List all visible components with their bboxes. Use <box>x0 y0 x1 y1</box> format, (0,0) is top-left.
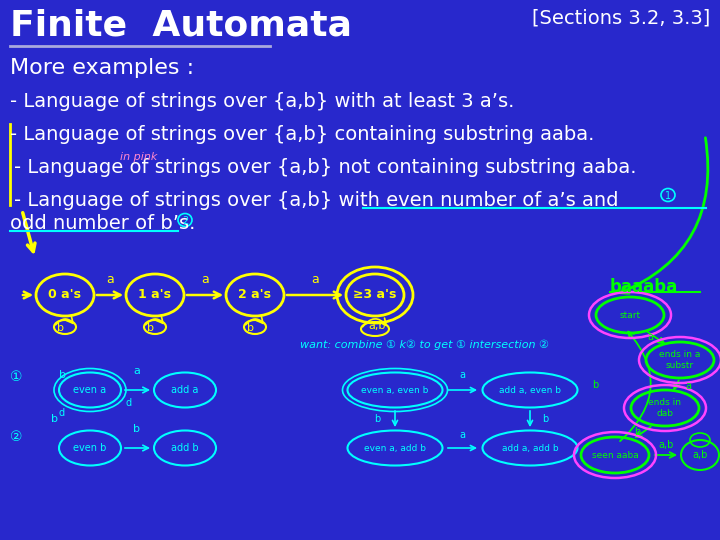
Text: a: a <box>311 273 319 286</box>
Text: b: b <box>634 427 640 437</box>
Text: a: a <box>459 370 465 380</box>
Text: 2 a's: 2 a's <box>238 288 271 301</box>
Text: Finite  Automata: Finite Automata <box>10 8 352 42</box>
Text: b: b <box>58 370 66 380</box>
Text: ②: ② <box>10 430 22 444</box>
Text: add a: add a <box>171 385 199 395</box>
Text: want: combine ① k② to get ① intersection ②: want: combine ① k② to get ① intersection… <box>300 340 549 350</box>
Text: ends in
dab: ends in dab <box>649 399 682 418</box>
Text: a: a <box>647 332 653 342</box>
Text: add a, even b: add a, even b <box>499 386 561 395</box>
Text: - Language of strings over {a,b} containing substring aaba.: - Language of strings over {a,b} contain… <box>10 125 595 144</box>
Text: b: b <box>592 380 598 390</box>
Text: b: b <box>374 414 380 424</box>
Text: b: b <box>50 414 58 424</box>
Text: b: b <box>58 323 65 333</box>
Text: a: a <box>685 381 691 391</box>
Text: b: b <box>148 323 155 333</box>
Text: a,b: a,b <box>369 321 386 331</box>
Text: even a: even a <box>73 385 107 395</box>
Text: ①: ① <box>10 370 22 384</box>
Text: - Language of strings over {a,b} with even number of a’s and: - Language of strings over {a,b} with ev… <box>14 191 618 210</box>
Text: a: a <box>459 430 465 440</box>
Text: b: b <box>133 424 140 434</box>
Text: More examples :: More examples : <box>10 58 194 78</box>
Text: ends in a
substr: ends in a substr <box>660 350 701 370</box>
Text: - Language of strings over {a,b} not containing substring aaba.: - Language of strings over {a,b} not con… <box>14 158 636 177</box>
Text: add a, add b: add a, add b <box>502 443 558 453</box>
Text: 1 a's: 1 a's <box>138 288 171 301</box>
Text: odd number of b’s.: odd number of b’s. <box>10 214 195 233</box>
Text: [Sections 3.2, 3.3]: [Sections 3.2, 3.3] <box>532 8 710 27</box>
Text: even a, add b: even a, add b <box>364 443 426 453</box>
Text: even b: even b <box>73 443 107 453</box>
Text: baaaba: baaaba <box>610 278 678 296</box>
Text: add b: add b <box>171 443 199 453</box>
Text: a: a <box>106 273 114 286</box>
Text: a,b: a,b <box>693 450 708 460</box>
Text: - Language of strings over {a,b} with at least 3 a’s.: - Language of strings over {a,b} with at… <box>10 92 514 111</box>
Text: d: d <box>59 408 65 418</box>
Text: a: a <box>134 366 140 376</box>
Text: start: start <box>619 310 641 320</box>
Text: 1: 1 <box>665 191 671 201</box>
Text: d: d <box>126 398 132 408</box>
Text: a: a <box>201 273 209 286</box>
Text: b: b <box>542 414 548 424</box>
Text: ≥3 a's: ≥3 a's <box>354 288 397 301</box>
Text: a,b: a,b <box>658 440 674 450</box>
Text: in pink: in pink <box>120 152 158 162</box>
Text: seen aaba: seen aaba <box>592 450 639 460</box>
Text: 0 a's: 0 a's <box>48 288 81 301</box>
Text: b: b <box>248 323 254 333</box>
Text: 2: 2 <box>182 216 188 226</box>
Text: even a, even b: even a, even b <box>361 386 428 395</box>
